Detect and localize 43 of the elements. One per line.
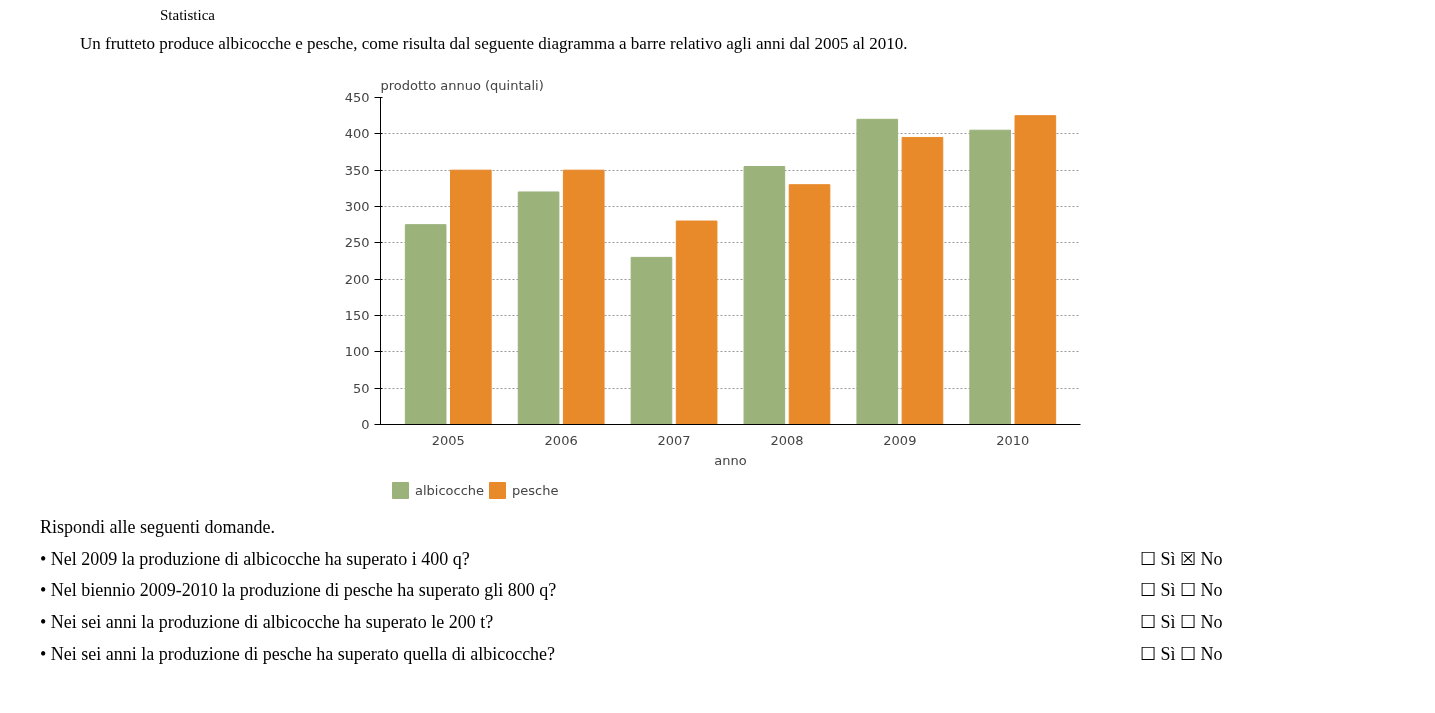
text: • Nel biennio 2009-2010 la produzione di pesche ha superato gli 800 q? (40, 579, 558, 603)
bar (404, 224, 447, 425)
bar (856, 118, 899, 425)
x-tick-label: 2006 (544, 432, 578, 448)
legend-label: albicocche (415, 482, 485, 498)
chart-title: Un frutteto produce albicocche e pesche, come risulta dal seguente diagramma a barre relativo agli anni dal 2005 al 2010. (80, 33, 909, 56)
legend-label: pesche (512, 482, 559, 498)
text: Statistica (160, 6, 216, 25)
x-axis-title: anno (714, 452, 747, 468)
y-tick-label: 150 (344, 308, 370, 323)
y-axis-title: prodotto annuo (quintali) (380, 77, 544, 93)
x-tick-label: 2005 (431, 432, 465, 448)
bar (1014, 115, 1057, 425)
text: • Nei sei anni la produzione di albicocche ha superato le 200 t? (40, 611, 495, 635)
x-tick-label: 2009 (883, 432, 917, 448)
bar (901, 136, 944, 425)
bar (969, 129, 1011, 425)
bar (743, 166, 786, 425)
text: ☐ Sì ☒ No (1140, 547, 1223, 571)
x-tick-label: 2010 (996, 432, 1030, 448)
y-tick-label: 200 (344, 271, 370, 287)
bar (788, 184, 831, 425)
bar (450, 169, 492, 425)
text: Rispondi alle seguenti domande. (40, 516, 276, 539)
text: • Nel 2009 la produzione di albicocche ha superato i 400 q? (40, 547, 471, 571)
y-tick-label: 350 (344, 162, 370, 178)
text: ☐ Sì ☐ No (1140, 642, 1223, 666)
text: ☐ Sì ☐ No (1140, 579, 1223, 603)
bar (675, 220, 718, 425)
y-tick-label: 250 (344, 235, 370, 251)
y-tick-label: 100 (344, 344, 370, 360)
y-tick-label: 400 (344, 126, 370, 142)
text: • Nei sei anni la produzione di pesche ha superato quella di albicocche? (40, 642, 557, 666)
y-tick-label: 50 (352, 380, 370, 396)
y-tick-label: 300 (344, 199, 370, 214)
y-tick-label: 450 (344, 90, 370, 105)
y-tick-label: 0 (361, 417, 370, 432)
text: ☐ Sì ☐ No (1140, 611, 1223, 635)
bar (517, 191, 560, 425)
x-tick-label: 2007 (657, 432, 691, 448)
x-tick-label: 2008 (770, 432, 804, 448)
bar (562, 169, 605, 425)
bar (630, 256, 673, 425)
